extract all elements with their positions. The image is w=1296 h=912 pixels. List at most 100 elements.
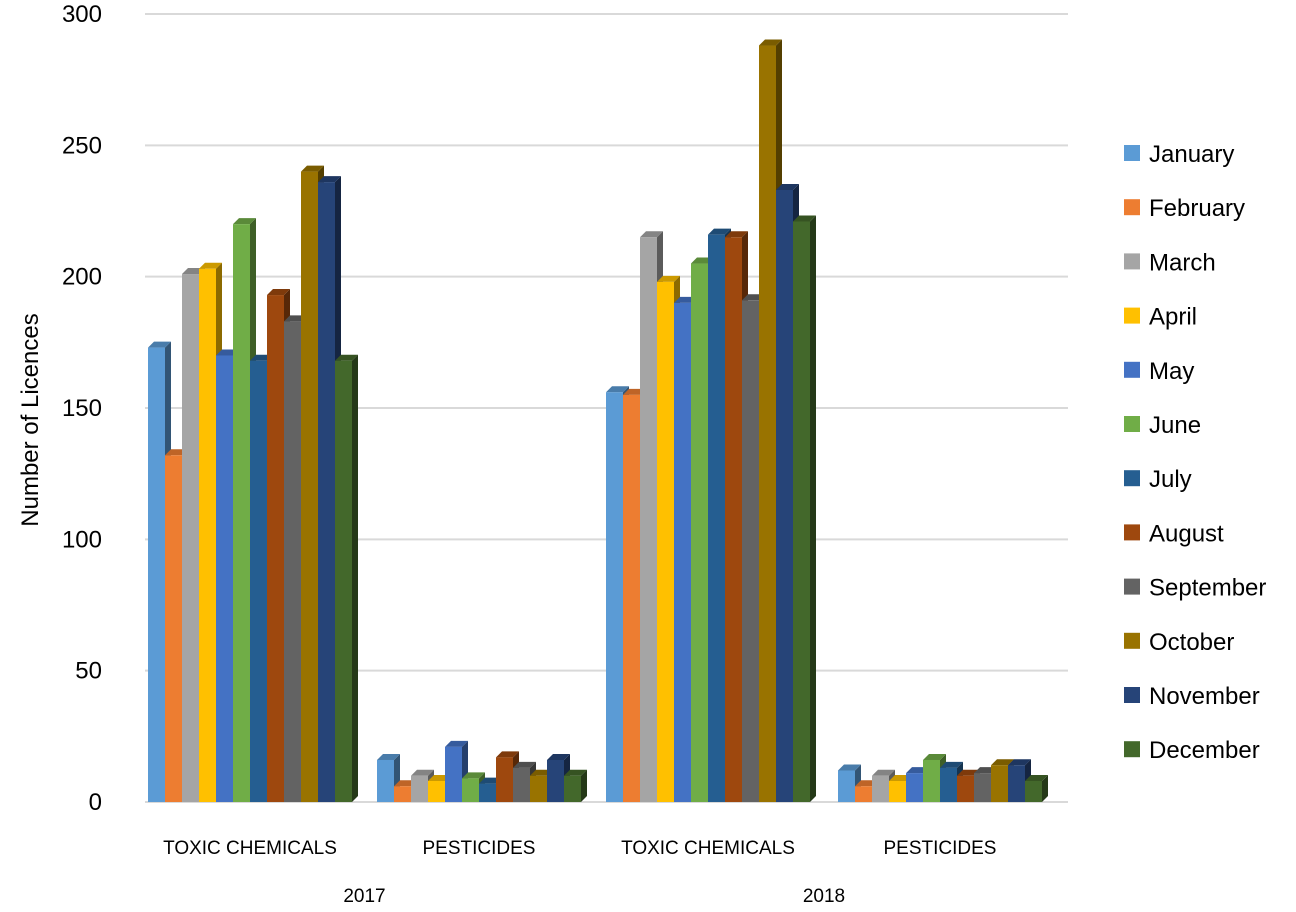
bar-front: [855, 786, 872, 802]
bar-front: [411, 775, 428, 802]
y-tick-label: 250: [62, 132, 102, 159]
bar-front: [742, 300, 759, 802]
legend-item: December: [1124, 737, 1260, 764]
bar-front: [623, 394, 640, 802]
bar-top: [708, 228, 731, 235]
legend-label: September: [1149, 575, 1266, 602]
y-tick-label: 100: [62, 526, 102, 553]
bar-front: [793, 221, 810, 803]
x-axis-category-labels: TOXIC CHEMICALS PESTICIDES TOXIC CHEMICALS…: [163, 838, 996, 859]
legend-label: July: [1149, 466, 1192, 493]
bar-top: [411, 769, 434, 776]
bar-front: [318, 182, 335, 802]
y-tick-label: 200: [62, 264, 102, 291]
bar: [335, 354, 358, 802]
bar-top: [301, 165, 324, 172]
bar-front: [759, 45, 776, 802]
x-axis-group-labels: 2017 2018: [343, 886, 845, 907]
legend-swatch: [1124, 578, 1140, 595]
bar-front: [530, 775, 547, 802]
bar-front: [377, 759, 394, 802]
bar-front: [691, 263, 708, 802]
x-category-label: TOXIC CHEMICALS: [621, 838, 795, 859]
x-group-label: 2018: [803, 886, 845, 907]
legend-item: September: [1124, 575, 1266, 602]
x-category-label: PESTICIDES: [884, 838, 997, 859]
bar-front: [674, 302, 691, 802]
bar-front: [889, 780, 906, 802]
legend-item: November: [1124, 683, 1260, 710]
bar-front: [923, 759, 940, 802]
bar-top: [1008, 759, 1031, 766]
legend-label: November: [1149, 683, 1260, 710]
bar-front: [838, 770, 855, 802]
legend-item: May: [1124, 358, 1194, 385]
bar-front: [564, 775, 581, 802]
bar-side: [352, 354, 358, 802]
legend-label: October: [1149, 629, 1234, 656]
bar-front: [199, 268, 216, 803]
bar-front: [640, 237, 657, 802]
legend-item: June: [1124, 412, 1201, 439]
bars: [148, 39, 1048, 803]
y-tick-label: 0: [89, 789, 102, 816]
bar-top: [640, 231, 663, 238]
bar-front: [606, 392, 623, 802]
bar-top: [496, 751, 519, 758]
legend-label: January: [1149, 141, 1234, 168]
bar-top: [606, 386, 629, 393]
bar-front: [940, 767, 957, 802]
bar-front: [708, 234, 725, 802]
bar-top: [991, 759, 1014, 766]
legend-label: August: [1149, 520, 1224, 547]
legend-swatch: [1124, 632, 1140, 649]
legend-swatch: [1124, 145, 1140, 161]
y-tick-label: 150: [62, 395, 102, 422]
y-axis-ticks: 0 50 100 150 200 250 300: [62, 1, 102, 816]
bar-top: [838, 764, 861, 771]
legend-item: October: [1124, 629, 1234, 656]
bar-front: [165, 455, 182, 802]
bar-front: [547, 759, 564, 802]
bar-front: [1008, 765, 1025, 802]
legend-swatch: [1124, 687, 1140, 703]
legend-item: April: [1124, 304, 1197, 331]
bar-front: [906, 773, 923, 802]
x-category-label: TOXIC CHEMICALS: [163, 838, 337, 859]
bar: [793, 215, 816, 803]
bar-top: [462, 772, 485, 779]
bar-front: [284, 321, 301, 802]
bar-front: [182, 274, 199, 802]
bar-front: [991, 765, 1008, 802]
legend-swatch: [1124, 741, 1140, 758]
y-axis-label: Number of Licences: [17, 313, 44, 526]
legend-swatch: [1124, 416, 1140, 432]
bar-front: [974, 773, 991, 802]
bar-front: [148, 347, 165, 802]
bar-front: [725, 237, 742, 802]
bar-front: [428, 780, 445, 802]
legend-swatch: [1124, 361, 1140, 378]
legend-swatch: [1124, 199, 1140, 216]
bar-top: [793, 215, 816, 222]
legend-item: August: [1124, 520, 1224, 547]
legend-item: March: [1124, 249, 1216, 276]
bar-front: [233, 224, 250, 803]
bar-top: [199, 262, 222, 269]
bar-front: [657, 281, 674, 802]
bar-front: [479, 783, 496, 802]
bar-top: [564, 769, 587, 776]
bar-top: [445, 740, 468, 747]
bar-top: [335, 354, 358, 361]
bar-top: [776, 183, 799, 190]
legend-swatch: [1124, 253, 1140, 270]
bar-side: [1042, 774, 1048, 802]
bar-top: [513, 761, 536, 768]
y-tick-label: 300: [62, 1, 102, 28]
bar-top: [759, 39, 782, 46]
bar-top: [267, 289, 290, 296]
bar-top: [377, 753, 400, 760]
bar-front: [496, 757, 513, 802]
